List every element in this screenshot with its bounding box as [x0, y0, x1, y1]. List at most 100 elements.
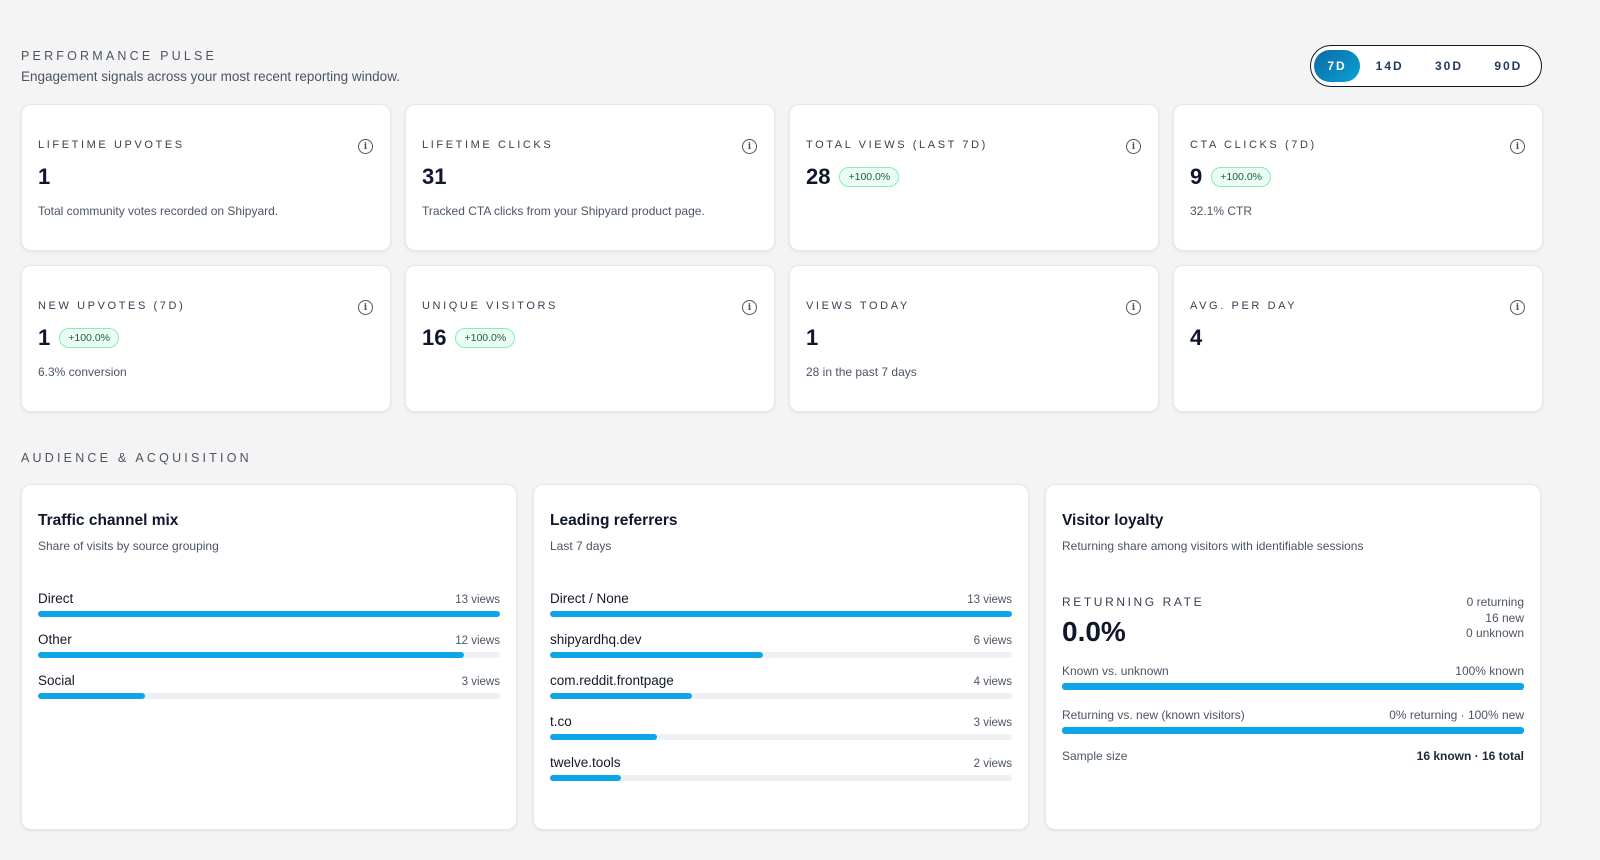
info-icon[interactable]: i — [358, 139, 373, 154]
stat-value: 1 — [38, 164, 51, 189]
stat-value: 28 — [806, 164, 831, 189]
panel-subtitle: Share of visits by source grouping — [38, 539, 219, 553]
stat-label: LIFETIME UPVOTES — [38, 139, 185, 151]
bar-track — [550, 775, 1012, 781]
info-icon[interactable]: i — [1510, 300, 1525, 315]
range-90d-button[interactable]: 90D — [1494, 59, 1523, 73]
stat-value: 16 — [422, 325, 447, 350]
referrer-bar-list: Direct / None 13 views shipyardhq.dev 6 vie… — [550, 591, 1012, 781]
bar-count: 3 views — [461, 676, 500, 688]
section-eyebrow: PERFORMANCE PULSE — [21, 49, 218, 63]
sample-value: 16 known · 16 total — [1416, 749, 1524, 763]
sample-label: Sample size — [1062, 749, 1128, 763]
range-7d-button[interactable]: 7D — [1314, 50, 1360, 82]
bar-count: 12 views — [455, 635, 500, 647]
stat-value: 31 — [422, 164, 447, 189]
bar-count: 13 views — [967, 594, 1012, 606]
bar-count: 2 views — [973, 758, 1012, 770]
range-14d-button[interactable]: 14D — [1375, 59, 1404, 73]
performance-pulse-header: PERFORMANCE PULSE Engagement signals acr… — [21, 49, 400, 84]
change-badge: +100.0% — [59, 328, 119, 348]
returning-bar-track — [1062, 727, 1524, 734]
known-value: 100% known — [1455, 664, 1524, 678]
bar-count: 4 views — [973, 676, 1012, 688]
panel-title: Leading referrers — [550, 512, 678, 529]
returning-label: Returning vs. new (known visitors) — [1062, 708, 1245, 722]
info-icon[interactable]: i — [742, 139, 757, 154]
bar-fill — [38, 611, 500, 617]
change-badge: +100.0% — [839, 167, 900, 187]
stat-cards-grid: LIFETIME UPVOTES i 1 Total community votes … — [21, 104, 1543, 412]
bar-count: 3 views — [973, 717, 1012, 729]
bar-fill — [550, 693, 693, 699]
panel-subtitle: Returning share among visitors with iden… — [1062, 539, 1364, 553]
bar-row: Other 12 views — [38, 632, 500, 658]
info-icon[interactable]: i — [1510, 139, 1525, 154]
stat-value: 1 — [38, 325, 51, 350]
stat-note: Total community votes recorded on Shipya… — [38, 204, 279, 218]
bar-row: twelve.tools 2 views — [550, 755, 1012, 781]
audience-panels: Traffic channel mix Share of visits by s… — [21, 484, 1542, 830]
bar-track — [38, 652, 500, 658]
bar-row: com.reddit.frontpage 4 views — [550, 673, 1012, 699]
panel-title: Visitor loyalty — [1062, 512, 1164, 529]
bar-label: t.co — [550, 714, 572, 729]
bar-count: 13 views — [455, 594, 500, 606]
stat-card-lifetime-clicks: LIFETIME CLICKS i 31 Tracked CTA clicks fro… — [405, 104, 775, 251]
range-30d-button[interactable]: 30D — [1434, 59, 1463, 73]
bar-track — [550, 693, 1012, 699]
bar-fill — [550, 775, 622, 781]
returning-vs-new-row: Returning vs. new (known visitors) 0% re… — [1062, 708, 1524, 734]
bar-track — [550, 734, 1012, 740]
bar-fill — [38, 693, 145, 699]
known-vs-unknown-row: Known vs. unknown 100% known — [1062, 664, 1524, 690]
stat-label: AVG. PER DAY — [1190, 300, 1298, 312]
traffic-channel-mix-card: Traffic channel mix Share of visits by s… — [21, 484, 517, 830]
stat-value: 4 — [1190, 325, 1203, 350]
bar-fill — [550, 734, 657, 740]
bar-label: shipyardhq.dev — [550, 632, 642, 647]
bar-row: t.co 3 views — [550, 714, 1012, 740]
section-subtitle: Engagement signals across your most rece… — [21, 69, 400, 84]
bar-label: Direct — [38, 591, 74, 606]
bar-label: Other — [38, 632, 72, 647]
stat-card-total-views-last-7d: TOTAL VIEWS (LAST 7D) i 28 +100.0% — [789, 104, 1159, 251]
time-range-toggle: 7D 14D 30D 90D — [1310, 45, 1542, 87]
section-eyebrow: AUDIENCE & ACQUISITION — [21, 451, 252, 465]
info-icon[interactable]: i — [742, 300, 757, 315]
change-badge: +100.0% — [455, 328, 516, 348]
returning-count: 0 returning — [1466, 595, 1524, 609]
returning-rate-label: RETURNING RATE — [1062, 595, 1205, 609]
info-icon[interactable]: i — [358, 300, 373, 315]
stat-card-cta-clicks-7d: CTA CLICKS (7D) i 9 +100.0% 32.1% CTR — [1173, 104, 1543, 251]
known-bar-track — [1062, 683, 1524, 690]
panel-subtitle: Last 7 days — [550, 539, 612, 553]
bar-label: Direct / None — [550, 591, 629, 606]
stat-label: NEW UPVOTES (7D) — [38, 300, 186, 312]
stat-note: 32.1% CTR — [1190, 204, 1253, 218]
stat-label: LIFETIME CLICKS — [422, 139, 554, 151]
returning-bar-fill — [1062, 727, 1524, 734]
visitor-loyalty-card: Visitor loyalty Returning share among vi… — [1045, 484, 1541, 830]
stat-value: 1 — [806, 325, 819, 350]
bar-row: Direct / None 13 views — [550, 591, 1012, 617]
sample-size-row: Sample size 16 known · 16 total — [1062, 749, 1524, 763]
bar-track — [38, 611, 500, 617]
stat-value: 9 — [1190, 164, 1203, 189]
bar-row: Social 3 views — [38, 673, 500, 699]
panel-title: Traffic channel mix — [38, 512, 179, 529]
info-icon[interactable]: i — [1126, 139, 1141, 154]
stat-note: 6.3% conversion — [38, 365, 127, 379]
info-icon[interactable]: i — [1126, 300, 1141, 315]
bar-fill — [550, 652, 764, 658]
bar-count: 6 views — [973, 635, 1012, 647]
traffic-bar-list: Direct 13 views Other 12 views Social 3 views — [38, 591, 500, 699]
returning-rate-value: 0.0% — [1062, 616, 1126, 647]
stat-label: TOTAL VIEWS (LAST 7D) — [806, 139, 988, 151]
audience-header: AUDIENCE & ACQUISITION — [21, 451, 252, 465]
known-label: Known vs. unknown — [1062, 664, 1169, 678]
bar-track — [550, 611, 1012, 617]
unknown-count: 0 unknown — [1465, 626, 1524, 640]
returning-value: 0% returning · 100% new — [1389, 708, 1524, 722]
